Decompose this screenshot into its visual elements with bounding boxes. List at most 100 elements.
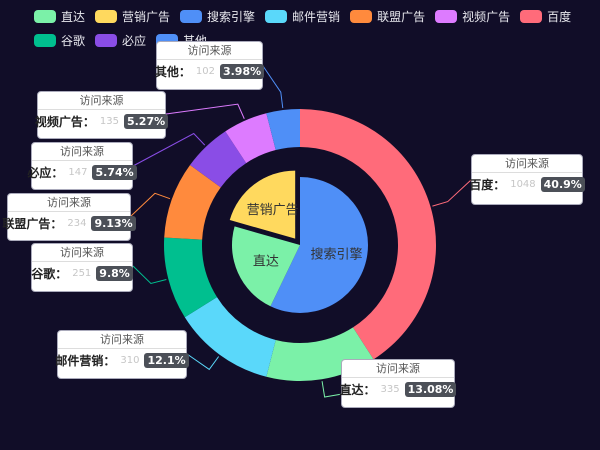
legend-swatch (265, 9, 288, 23)
inner-labels: 搜索引擎 直达 营销广告 (247, 203, 363, 270)
callout-percent: 5.74% (92, 165, 137, 180)
callout-series-name: 访问来源 (472, 155, 582, 173)
outer-slice-0[interactable] (300, 109, 436, 360)
callout-body: 邮件营销： 310 12.1% (55, 349, 189, 372)
callout-percent: 9.8% (96, 266, 133, 281)
callout-name: 邮件营销： (55, 354, 116, 368)
leader-line (165, 103, 245, 119)
legend-swatch (435, 9, 458, 23)
legend-item-5[interactable]: 视频广告 (435, 8, 510, 24)
callout-1: 访问来源直达： 335 13.08% (339, 359, 457, 408)
outer-slice-2[interactable] (184, 297, 276, 377)
callout-value: 310 (120, 355, 140, 366)
callout-4: 访问来源联盟广告： 234 9.13% (2, 193, 136, 241)
outer-slice-3[interactable] (164, 237, 217, 318)
callout-value: 335 (380, 384, 400, 395)
outer-slice-4[interactable] (164, 164, 221, 240)
callout-2: 访问来源邮件营销： 310 12.1% (55, 330, 189, 379)
outer-ring (164, 109, 436, 381)
inner-slice-0[interactable] (232, 226, 300, 307)
legend-swatch (180, 9, 203, 23)
callout-3: 访问来源谷歌： 251 9.8% (31, 243, 133, 292)
callout-value: 1048 (510, 179, 536, 190)
callout-body: 谷歌： 251 9.8% (31, 262, 133, 285)
callout-series-name: 访问来源 (38, 92, 165, 110)
legend-swatch (95, 9, 118, 23)
legend-item-2[interactable]: 搜索引擎 (180, 8, 255, 24)
inner-slice-1[interactable] (229, 170, 296, 239)
leader-line (186, 353, 220, 371)
callout-6: 访问来源视频广告： 135 5.27% (34, 91, 169, 139)
callout-percent: 13.08% (404, 382, 457, 397)
legend-swatch (34, 9, 56, 23)
callout-series-name: 访问来源 (342, 360, 454, 378)
legend-swatch (350, 9, 373, 23)
callout-body: 视频广告： 135 5.27% (34, 110, 169, 133)
legend-item-8[interactable]: 必应 (95, 32, 146, 48)
callout-0: 访问来源百度： 1048 40.9% (469, 154, 585, 205)
outer-slice-5[interactable] (190, 131, 247, 188)
legend-item-7[interactable]: 谷歌 (34, 32, 85, 48)
inner-slice-label: 营销广告 (247, 203, 299, 218)
legend-item-6[interactable]: 百度 (520, 8, 571, 24)
callout-percent: 12.1% (144, 353, 189, 368)
callout-name: 直达： (339, 383, 376, 397)
inner-slice-label: 直达 (253, 254, 279, 269)
legend-label: 邮件营销 (292, 9, 341, 24)
callout-name: 其他： (154, 65, 191, 79)
callout-body: 其他： 102 3.98% (154, 60, 265, 83)
legend-item-3[interactable]: 邮件营销 (265, 8, 340, 24)
legend-label: 搜索引擎 (207, 9, 256, 24)
callout-name: 谷歌： (31, 267, 68, 281)
legend-label: 百度 (547, 9, 572, 24)
callout-value: 234 (67, 218, 87, 229)
callout-series-name: 访问来源 (32, 143, 132, 161)
callout-body: 直达： 335 13.08% (339, 378, 457, 401)
callout-series-name: 访问来源 (157, 42, 262, 60)
legend-item-4[interactable]: 联盟广告 (350, 8, 425, 24)
callout-percent: 40.9% (540, 177, 585, 192)
callout-percent: 5.27% (123, 114, 169, 129)
inner-slice-2[interactable] (270, 177, 368, 313)
callout-percent: 3.98% (219, 64, 265, 79)
callout-series-name: 访问来源 (8, 194, 130, 212)
legend-item-1[interactable]: 营销广告 (95, 8, 170, 24)
legend-label: 视频广告 (462, 9, 511, 24)
callout-body: 百度： 1048 40.9% (469, 173, 585, 196)
callout-7: 访问来源其他： 102 3.98% (154, 41, 265, 90)
legend-swatch (34, 33, 56, 47)
callout-body: 联盟广告： 234 9.13% (2, 212, 136, 235)
leader-line (132, 265, 167, 285)
callout-name: 联盟广告： (2, 217, 63, 231)
leader-line (432, 179, 472, 207)
legend-label: 谷歌 (61, 33, 86, 48)
callout-value: 102 (195, 66, 215, 77)
leader-line (130, 192, 171, 217)
outer-slice-7[interactable] (266, 109, 300, 151)
outer-slice-6[interactable] (225, 113, 276, 164)
legend: 直达营销广告搜索引擎邮件营销联盟广告视频广告百度谷歌必应其他 (34, 8, 594, 48)
callout-name: 百度： (469, 178, 506, 192)
callout-percent: 9.13% (91, 216, 136, 231)
callout-series-name: 访问来源 (58, 331, 186, 349)
inner-pie (229, 170, 368, 313)
leader-line (132, 132, 206, 167)
callout-value: 135 (99, 116, 119, 127)
legend-label: 必应 (122, 33, 147, 48)
callout-name: 视频广告： (34, 115, 95, 129)
legend-label: 营销广告 (122, 9, 171, 24)
callout-5: 访问来源必应： 147 5.74% (27, 142, 137, 190)
callout-value: 147 (68, 167, 88, 178)
leader-line (262, 65, 284, 109)
callout-series-name: 访问来源 (32, 244, 132, 262)
legend-label: 联盟广告 (377, 9, 426, 24)
legend-item-0[interactable]: 直达 (34, 8, 85, 24)
legend-swatch (520, 9, 543, 23)
inner-slice-label: 搜索引擎 (310, 247, 362, 262)
callout-body: 必应： 147 5.74% (27, 161, 137, 184)
callout-value: 251 (72, 268, 92, 279)
legend-label: 直达 (61, 9, 86, 24)
callout-name: 必应： (27, 166, 64, 180)
legend-swatch (95, 33, 118, 47)
